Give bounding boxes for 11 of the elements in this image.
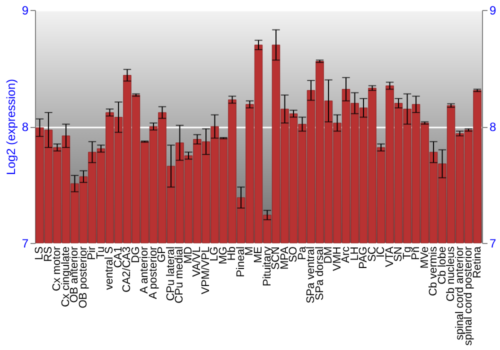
y2-tick-label: 7 — [490, 236, 496, 250]
x-tick-label: RS — [42, 246, 54, 262]
x-tick-label: A posterior — [147, 246, 160, 300]
x-tick-label: Tg — [401, 246, 414, 260]
y-tick-label: 9 — [22, 4, 29, 18]
y-tick-label: 7 — [22, 236, 29, 250]
y-axis-title: Log2 (expression) — [4, 78, 18, 176]
x-tick-label: OB posterior — [77, 246, 90, 308]
y2-tick-label: 9 — [490, 4, 496, 18]
y-tick-label: 8 — [22, 120, 29, 134]
y2-tick-label: 8 — [490, 120, 496, 134]
